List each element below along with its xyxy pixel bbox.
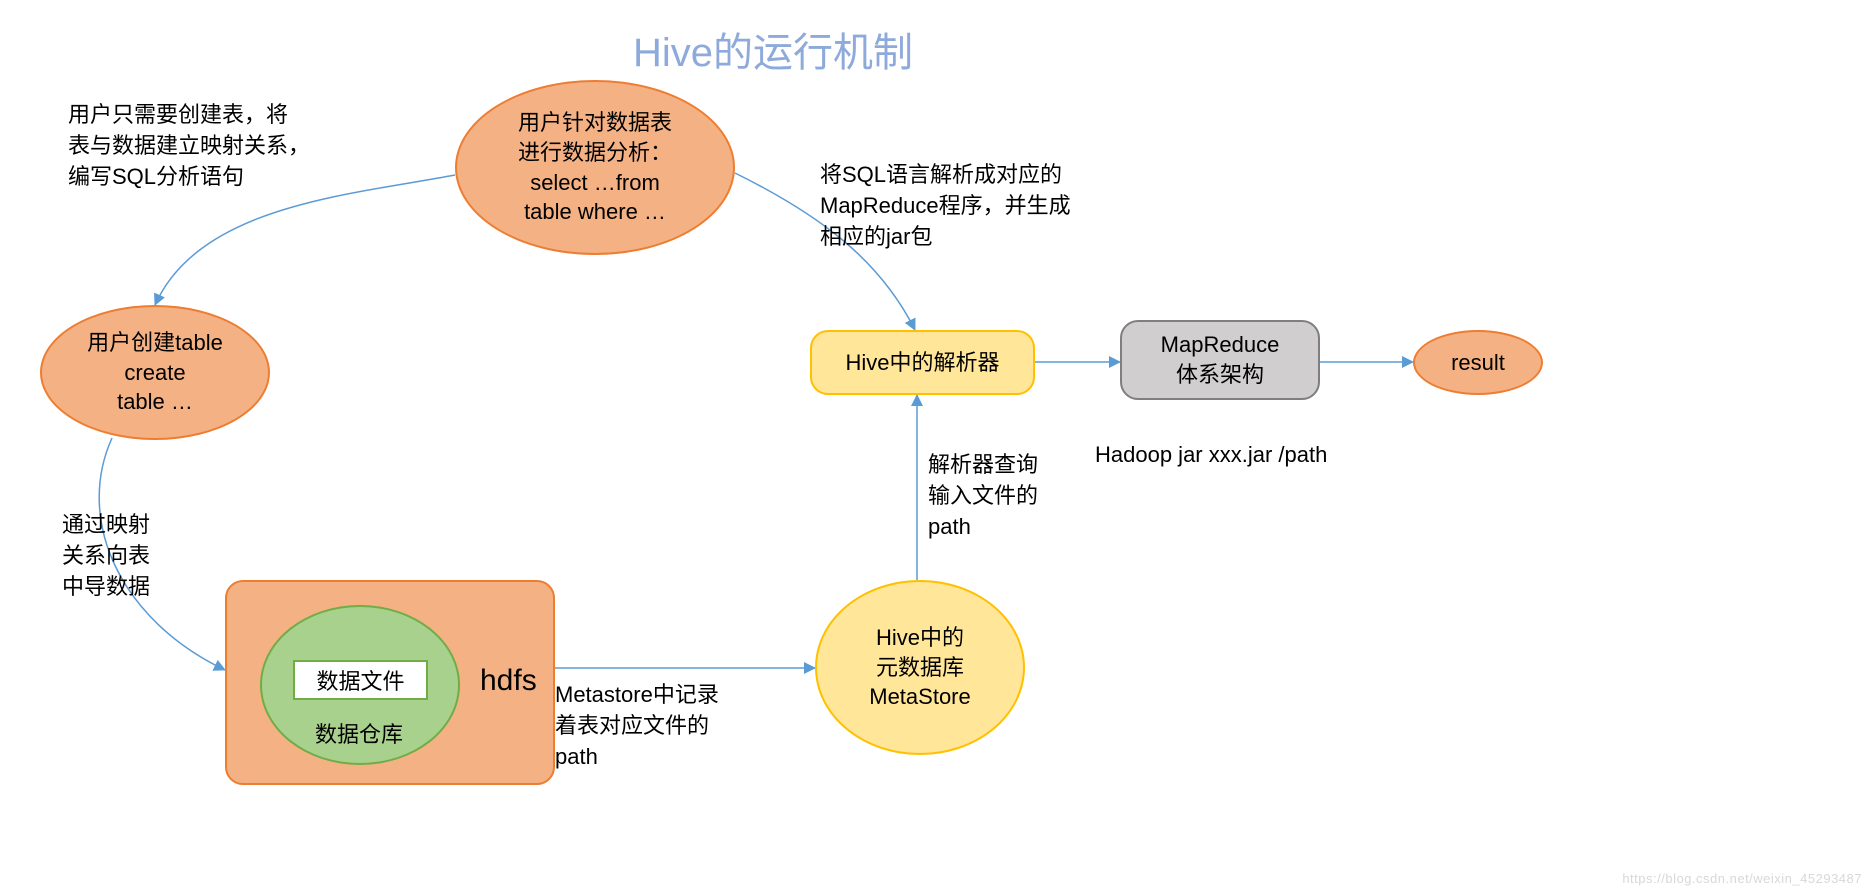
node-mapreduce-label: MapReduce 体系架构 [1161,330,1280,389]
node-mapreduce: MapReduce 体系架构 [1120,320,1320,400]
node-sql-analysis: 用户针对数据表 进行数据分析： select …from table where… [455,80,735,255]
edge-e1 [155,175,455,305]
node-parser: Hive中的解析器 [810,330,1035,395]
note-user-create: 用户只需要创建表，将 表与数据建立映射关系， 编写SQL分析语句 [68,100,310,192]
node-hdfs-warehouse-label: 数据仓库 [315,720,403,751]
node-metastore: Hive中的 元数据库 MetaStore [815,580,1025,755]
node-result: result [1413,330,1543,395]
note-parser-lookup: 解析器查询 输入文件的 path [928,450,1038,542]
note-sql-parse: 将SQL语言解析成对应的 MapReduce程序，并生成 相应的jar包 [820,160,1071,252]
node-hdfs-label: hdfs [480,660,537,702]
node-create-table: 用户创建table create table … [40,305,270,440]
node-parser-label: Hive中的解析器 [845,348,999,378]
note-hadoop-jar: Hadoop jar xxx.jar /path [1095,440,1327,471]
node-sql-analysis-label: 用户针对数据表 进行数据分析： select …from table where… [518,108,672,227]
node-hdfs-datafile: 数据文件 [293,660,428,700]
note-import: 通过映射 关系向表 中导数据 [62,510,150,602]
node-result-label: result [1451,348,1505,378]
node-metastore-label: Hive中的 元数据库 MetaStore [869,623,971,712]
diagram-title: Hive的运行机制 [633,20,913,78]
diagram-canvas: Hive的运行机制 用户针对数据表 进行数据分析： select …from t… [0,0,1872,892]
node-create-table-label: 用户创建table create table … [87,328,223,417]
watermark: https://blog.csdn.net/weixin_45293487 [1622,871,1862,886]
note-metastore: Metastore中记录 着表对应文件的 path [555,680,719,772]
node-hdfs-datafile-label: 数据文件 [316,664,404,696]
